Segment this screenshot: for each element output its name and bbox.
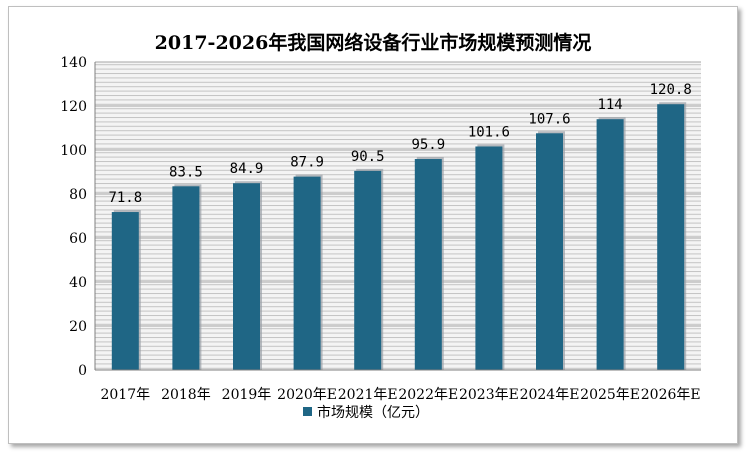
- x-tick-label: 2019年: [222, 387, 272, 403]
- data-label: 71.8: [108, 190, 142, 206]
- bar: [293, 176, 321, 370]
- data-label: 101.6: [468, 124, 510, 140]
- data-label: 87.9: [290, 155, 324, 171]
- data-label: 107.6: [528, 111, 570, 127]
- legend: 市场规模（亿元）: [303, 404, 429, 421]
- bar: [172, 186, 200, 370]
- y-tick-label: 20: [69, 319, 87, 335]
- data-label: 95.9: [411, 137, 445, 153]
- data-label: 114: [597, 97, 622, 113]
- x-tick-label: 2024年E: [520, 387, 580, 403]
- bar: [414, 159, 442, 370]
- data-label: 83.5: [169, 164, 203, 180]
- x-tick-label: 2026年E: [641, 387, 701, 403]
- y-tick-label: 120: [60, 99, 87, 115]
- bar: [354, 170, 382, 370]
- y-tick-label: 60: [69, 231, 87, 247]
- bar: [233, 183, 260, 370]
- bar: [475, 146, 503, 370]
- y-tick-label: 100: [60, 143, 87, 159]
- bar: [657, 104, 685, 371]
- x-tick-label: 2017年: [100, 387, 150, 403]
- y-tick-label: 80: [69, 187, 87, 203]
- plot-area: 0 20 40 60 80 100 120 140 71.8 2017年 83.5 2018年 84.9…: [60, 55, 701, 403]
- x-tick-label: 2025年E: [580, 387, 640, 403]
- chart-frame: 2017-2026年我国网络设备行业市场规模预测情况 0 20 40 60 80 100 1…: [8, 6, 738, 444]
- y-tick-label: 140: [60, 55, 87, 71]
- data-label: 120.8: [650, 82, 692, 98]
- x-tick-label: 2020年E: [277, 387, 337, 403]
- legend-label: 市场规模（亿元）: [317, 404, 429, 421]
- bar-chart: 2017-2026年我国网络设备行业市场规模预测情况 0 20 40 60 80 100 1…: [60, 31, 701, 421]
- y-tick-label: 0: [78, 363, 87, 379]
- bar: [111, 212, 139, 370]
- x-tick-label: 2022年E: [398, 387, 458, 403]
- legend-swatch: [303, 407, 312, 416]
- x-tick-label: 2023年E: [459, 387, 519, 403]
- data-label: 84.9: [230, 161, 264, 177]
- bar: [536, 133, 563, 370]
- x-tick-label: 2018年: [161, 387, 211, 403]
- chart-title: 2017-2026年我国网络设备行业市场规模预测情况: [155, 31, 592, 54]
- data-label: 90.5: [351, 149, 385, 165]
- y-tick-label: 40: [69, 275, 87, 291]
- x-tick-label: 2021年E: [338, 387, 398, 403]
- bar: [596, 119, 624, 370]
